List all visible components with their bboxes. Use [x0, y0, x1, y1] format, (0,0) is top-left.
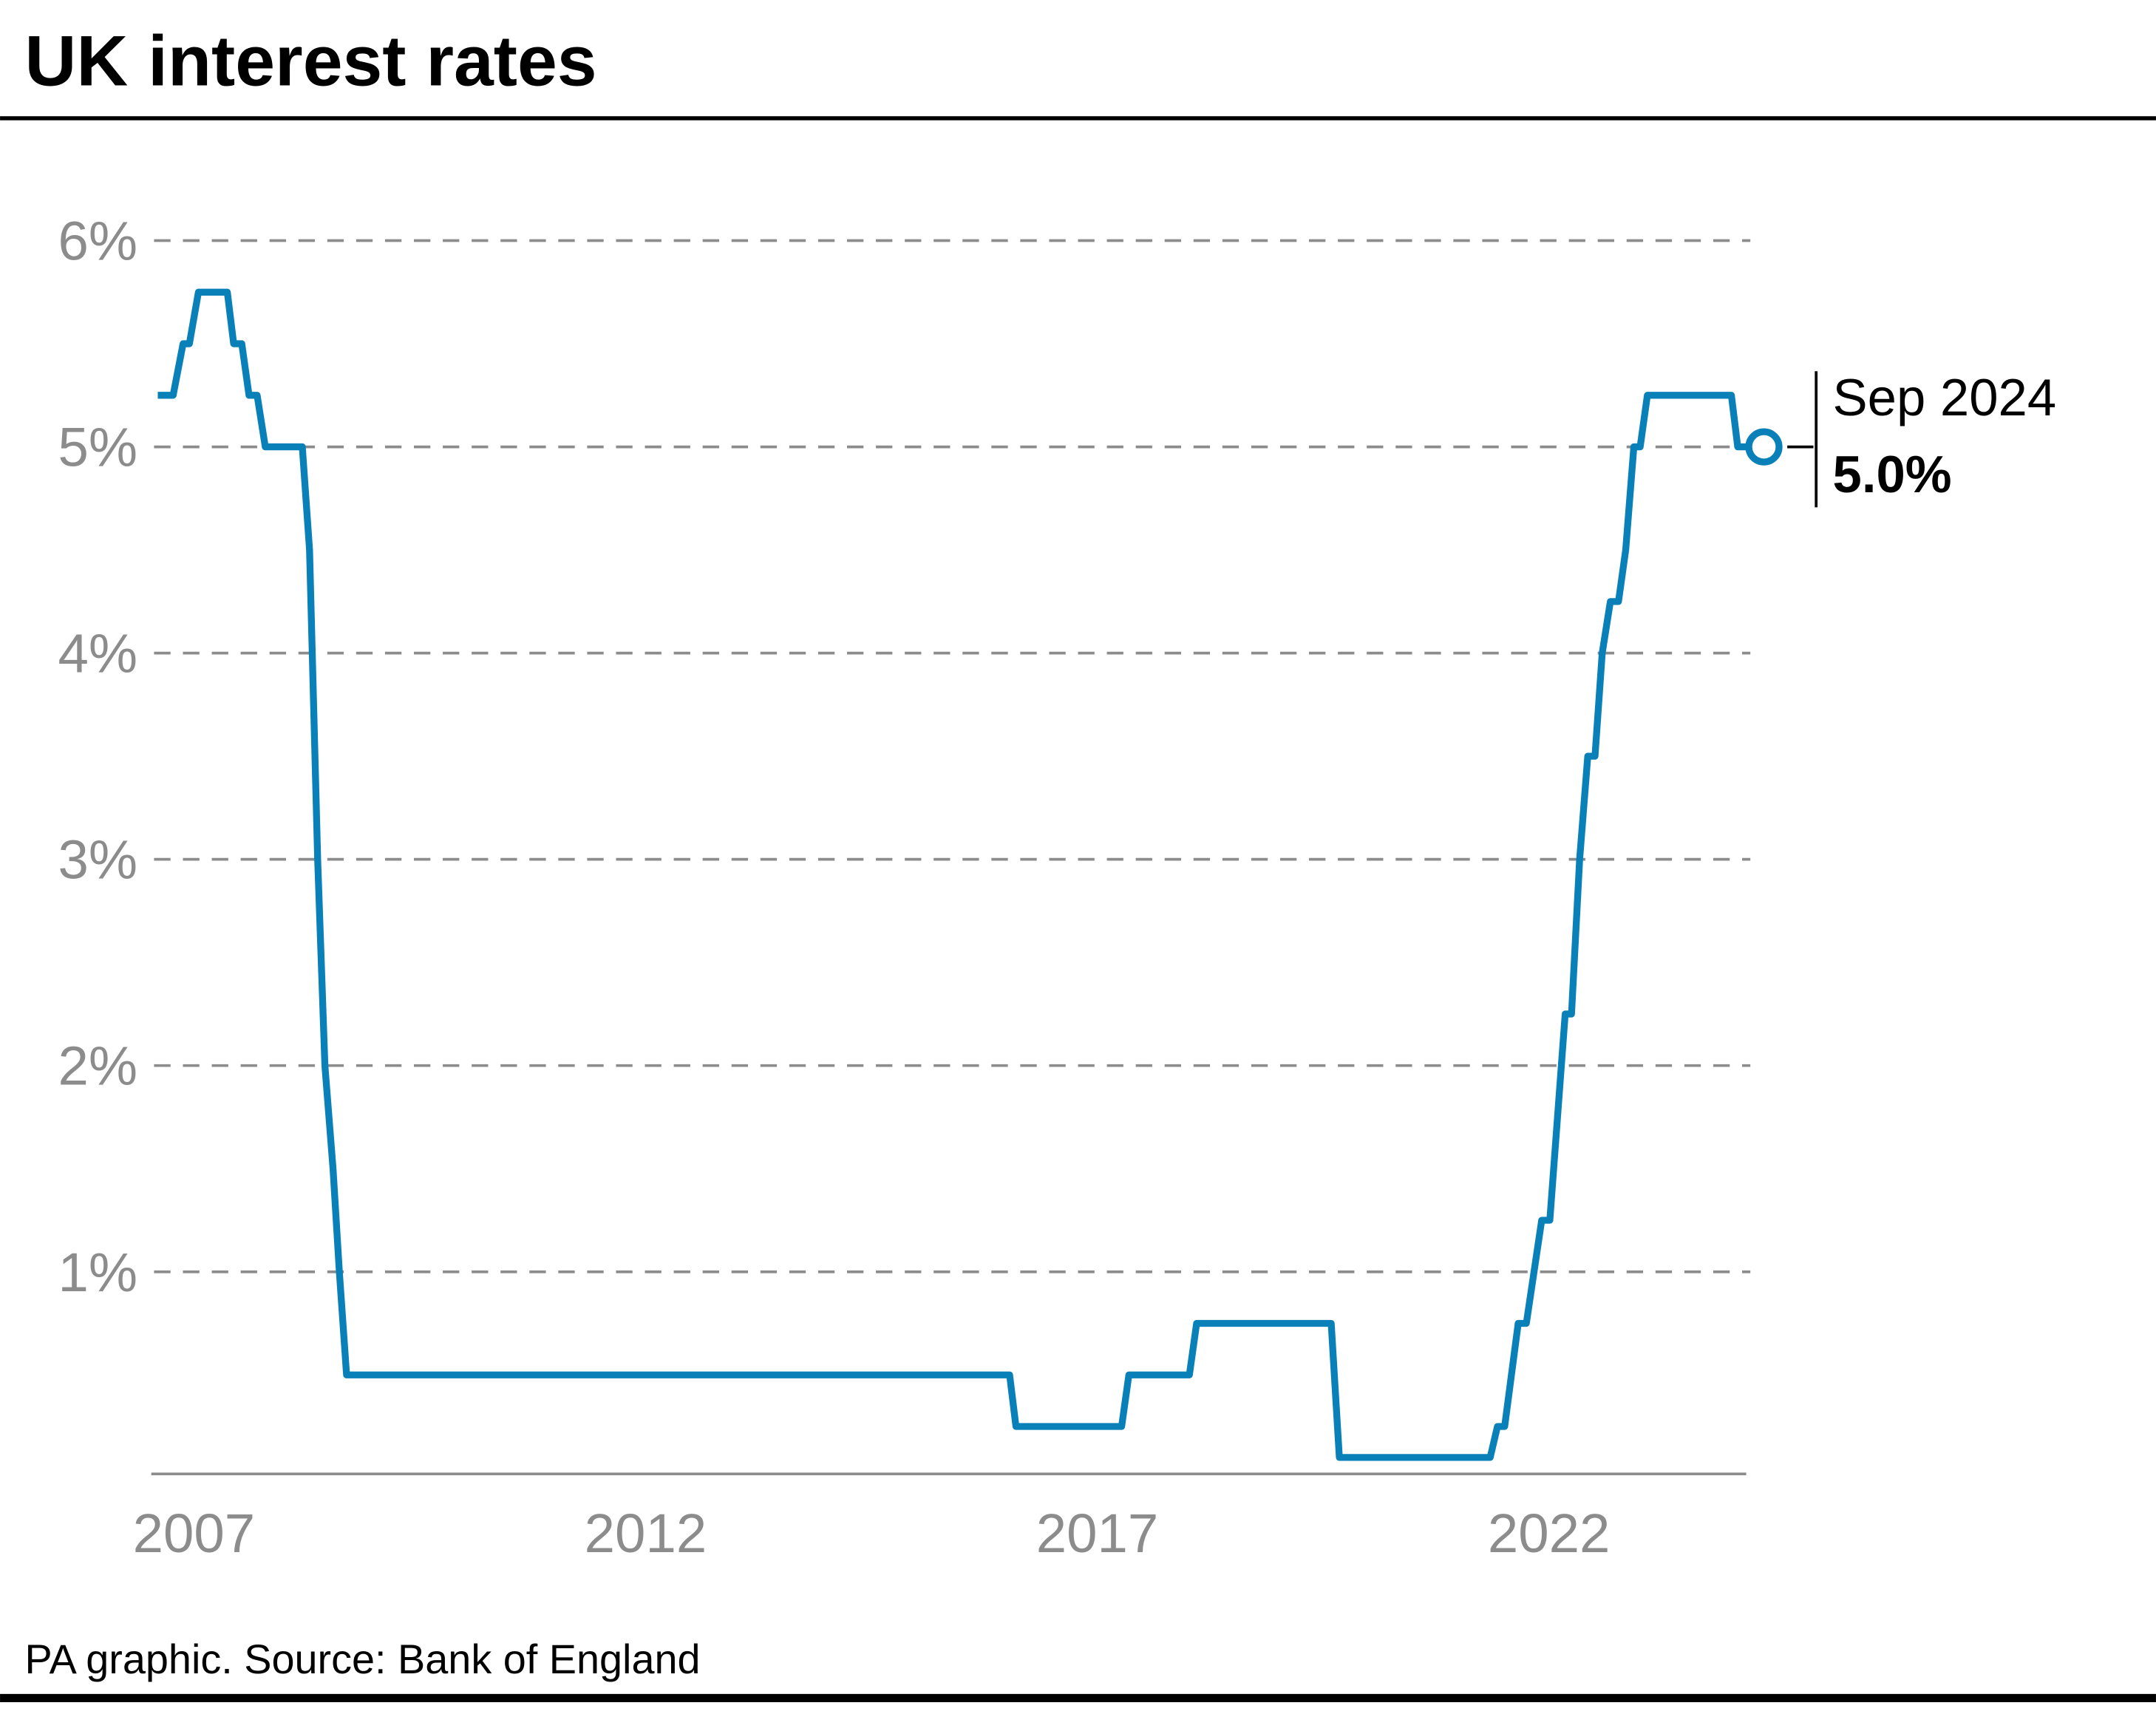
y-tick-label: 4%	[58, 623, 138, 684]
end-marker	[1745, 428, 1783, 466]
x-tick-label: 2022	[1488, 1503, 1611, 1564]
data-line	[157, 288, 1764, 1461]
source-note: PA graphic. Source: Bank of England	[25, 1636, 701, 1682]
y-tick-label: 3%	[58, 829, 138, 891]
annotation-value: 5.0%	[1833, 445, 1952, 503]
annotation-date: Sep 2024	[1833, 368, 2057, 426]
y-tick-label: 5%	[58, 417, 138, 478]
x-tick-label: 2007	[133, 1503, 256, 1564]
y-tick-label: 1%	[58, 1242, 138, 1303]
y-tick-label: 6%	[58, 211, 138, 272]
x-tick-label: 2017	[1036, 1503, 1159, 1564]
x-tick-label: 2012	[585, 1503, 707, 1564]
y-tick-label: 2%	[58, 1035, 138, 1097]
chart-title: UK interest rates	[25, 21, 597, 101]
